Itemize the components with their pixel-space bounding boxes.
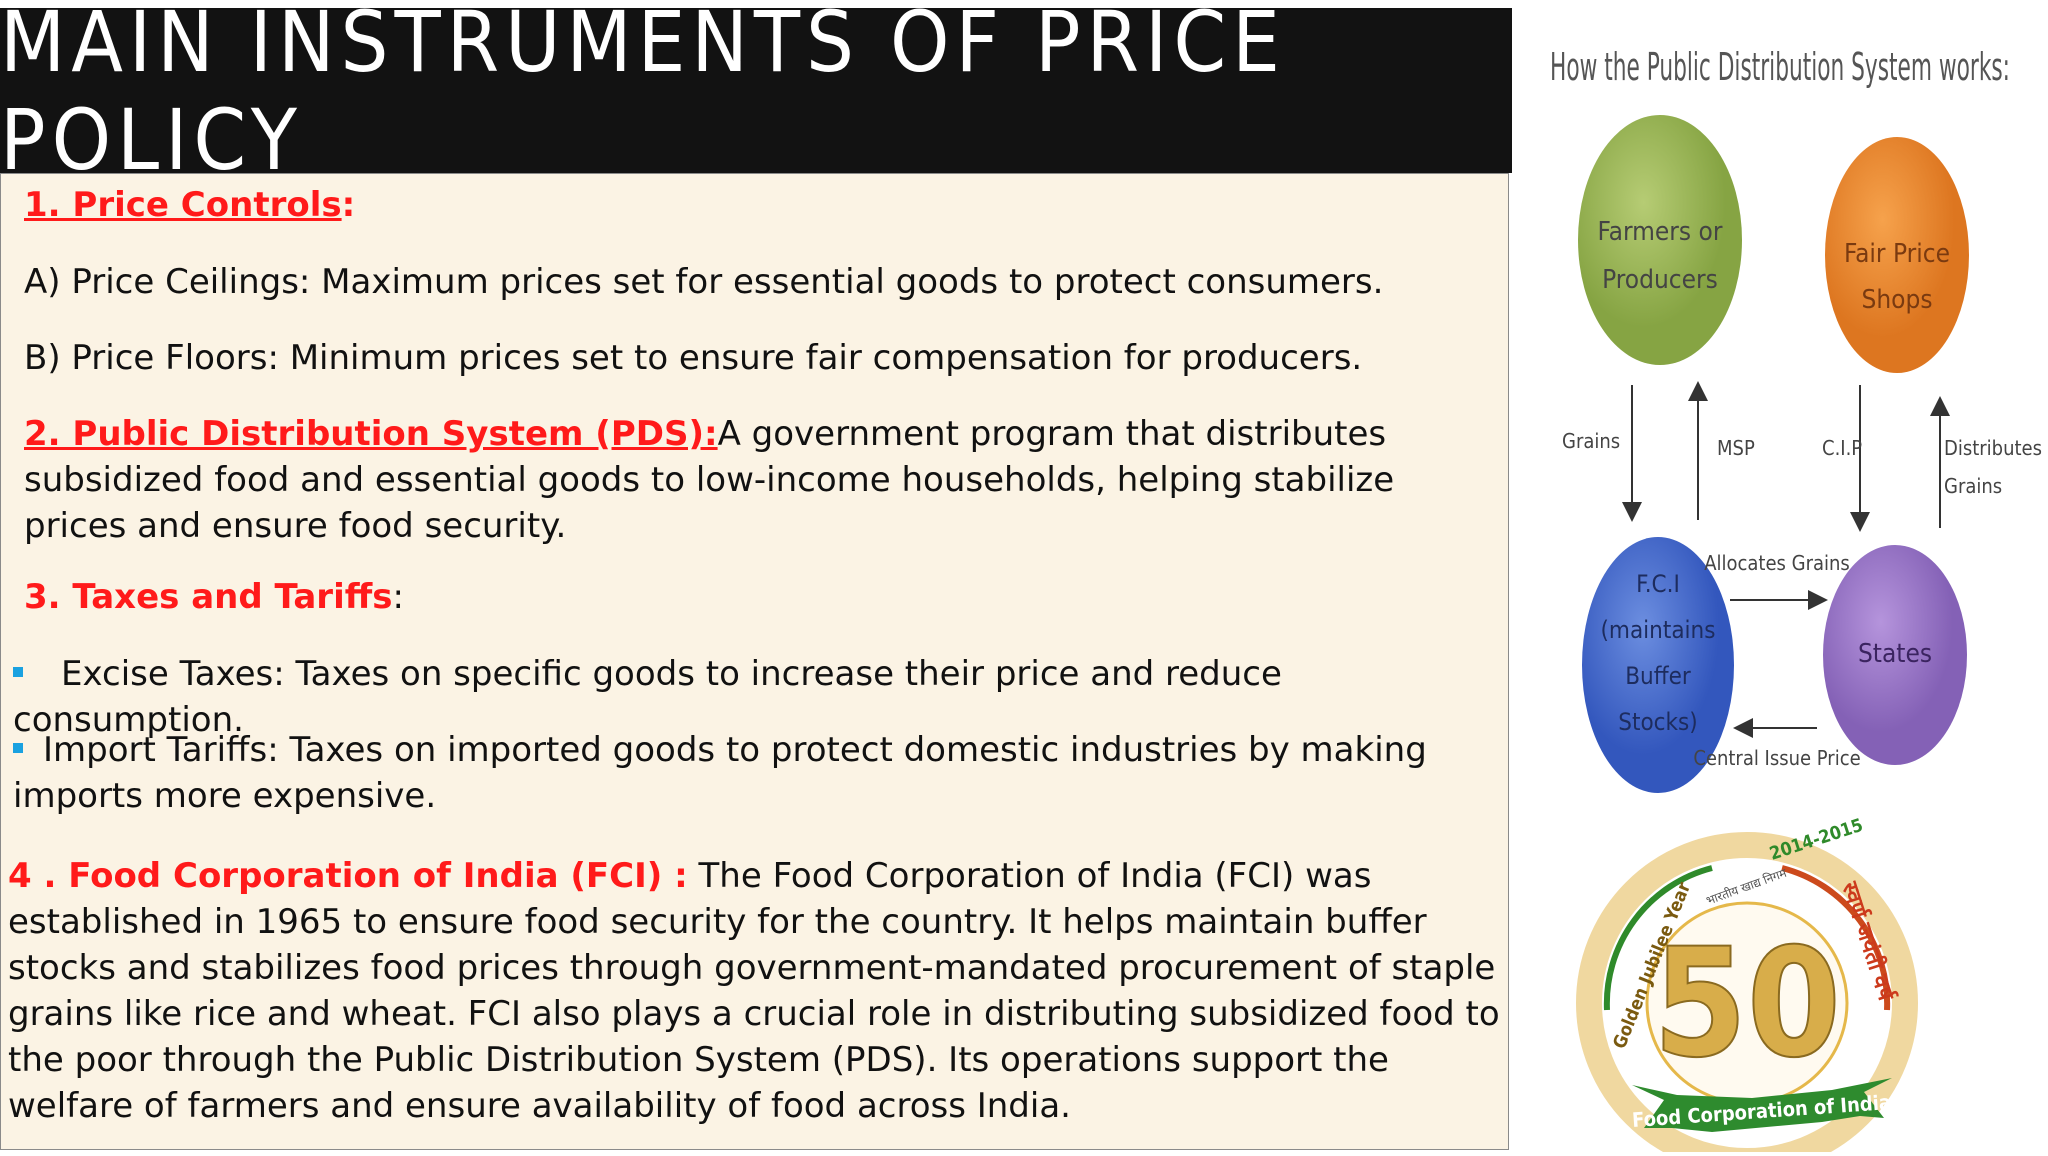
slide-title: MAIN INSTRUMENTS OF PRICE POLICY <box>0 0 1286 189</box>
right-panel: How the Public Distribution System works… <box>1512 0 2048 1156</box>
price-ceilings-text: A) Price Ceilings: Maximum prices set fo… <box>24 262 1384 302</box>
distributes-edge-label-1: Distributes <box>1944 436 2042 460</box>
pds-text: A government program that distributes su… <box>24 414 1395 546</box>
price-controls-heading-line: 1. Price Controls: <box>24 182 355 228</box>
diagram-title: How the Public Distribution System works… <box>1550 45 2010 89</box>
states-node <box>1823 545 1967 765</box>
fci-label-2: (maintains <box>1600 616 1715 644</box>
logo-arc-right <box>1781 865 1891 1011</box>
fci-heading: 4 . Food Corporation of India (FCI) : <box>8 856 688 896</box>
price-controls-colon: : <box>341 185 356 225</box>
import-tariffs-item: Import Tariffs: Taxes on imported goods … <box>13 727 1463 819</box>
distributes-edge-label-2: Grains <box>1944 474 2002 498</box>
farmers-node <box>1578 115 1742 365</box>
pds-heading: 2. Public Distribution System (PDS): <box>24 414 718 454</box>
fci-paragraph: 4 . Food Corporation of India (FCI) : Th… <box>8 853 1508 1129</box>
logo-number: 50 <box>1653 917 1841 1091</box>
fair-price-shops-node <box>1825 137 1969 373</box>
content-panel: 1. Price Controls: A) Price Ceilings: Ma… <box>0 173 1509 1150</box>
fci-label-3: Buffer <box>1625 662 1691 690</box>
fci-golden-jubilee-logo: 50 2014-2015 Golden Jubilee Year भारतीय … <box>1576 815 1918 1156</box>
msp-edge-label: MSP <box>1717 436 1755 460</box>
import-tariffs-text: Import Tariffs: Taxes on imported goods … <box>13 730 1427 816</box>
bullet-icon <box>13 666 23 677</box>
taxes-colon: : <box>392 577 404 617</box>
fci-label-4: Stocks) <box>1618 708 1697 736</box>
bullet-icon <box>13 742 23 753</box>
fci-text: The Food Corporation of India (FCI) was … <box>8 856 1500 1126</box>
taxes-heading-line: 3. Taxes and Tariffs: <box>24 574 404 620</box>
cip-edge-label: C.I.P <box>1822 436 1862 460</box>
taxes-heading: 3. Taxes and Tariffs <box>24 577 393 617</box>
farmers-label-2: Producers <box>1602 265 1718 295</box>
allocates-edge-label: Allocates Grains <box>1704 551 1850 575</box>
logo-arc-left <box>1603 865 1713 1011</box>
grains-edge-label: Grains <box>1562 429 1620 453</box>
price-controls-heading: 1. Price Controls <box>24 185 342 225</box>
excise-taxes-text: Excise Taxes: Taxes on specific goods to… <box>13 654 1282 740</box>
price-floors-text: B) Price Floors: Minimum prices set to e… <box>24 338 1363 378</box>
central-issue-edge-label: Central Issue Price <box>1693 746 1860 770</box>
pds-paragraph: 2. Public Distribution System (PDS):A go… <box>24 411 1504 549</box>
title-bar: MAIN INSTRUMENTS OF PRICE POLICY <box>0 0 1512 189</box>
pds-diagram: How the Public Distribution System works… <box>1550 45 2042 1156</box>
logo-ribbon <box>1632 1078 1892 1132</box>
excise-taxes-item: Excise Taxes: Taxes on specific goods to… <box>13 651 1508 743</box>
fci-node <box>1582 537 1734 793</box>
fps-label-2: Shops <box>1861 285 1932 315</box>
fci-label-1: F.C.I <box>1636 570 1680 598</box>
farmers-label-1: Farmers or <box>1598 217 1723 247</box>
fps-label-1: Fair Price <box>1844 239 1950 269</box>
states-label: States <box>1858 639 1932 669</box>
